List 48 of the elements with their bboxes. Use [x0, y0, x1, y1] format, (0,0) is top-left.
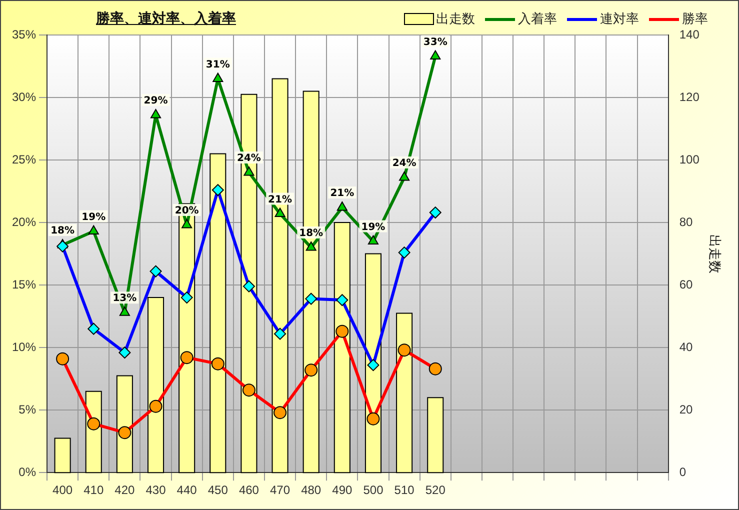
data-label: 24%: [392, 158, 416, 170]
x-tick-label: 420: [114, 483, 136, 498]
data-label: 20%: [174, 206, 199, 217]
legend-label: 出走数: [436, 11, 475, 28]
data-label: 19%: [82, 212, 106, 223]
y-tick-label: 20%: [12, 214, 36, 229]
data-label: 21%: [268, 194, 292, 206]
data-label: 18%: [299, 228, 324, 240]
y-tick-label: 10%: [12, 340, 36, 354]
legend-label: 勝率: [682, 11, 708, 28]
y-tick-label: 30%: [12, 90, 36, 104]
x-tick-label: 510: [394, 483, 415, 498]
y-tick-label: 25%: [12, 152, 36, 166]
x-tick-label: 460: [238, 483, 260, 498]
data-label: 13%: [112, 293, 137, 304]
legend-label: 連対率: [600, 11, 639, 28]
y-tick-label: 5%: [18, 402, 36, 416]
x-tick-label: 500: [363, 483, 384, 498]
y2-tick-label: 80: [679, 214, 694, 229]
y2-tick-label: 100: [679, 152, 700, 166]
y2-tick-label: 20: [679, 402, 694, 416]
chart-title: 勝率、連対率、入着率: [96, 10, 236, 28]
x-tick-label: 400: [52, 483, 73, 498]
x-tick-label: 410: [84, 483, 104, 498]
data-label: 18%: [50, 226, 75, 237]
data-label: 33%: [423, 36, 448, 48]
x-tick-label: 440: [176, 483, 198, 498]
y2-tick-label: 0: [679, 464, 686, 479]
legend-label: 入着率: [518, 11, 557, 28]
x-tick-label: 520: [425, 483, 446, 498]
y-tick-label: 0%: [18, 464, 36, 479]
data-label: 19%: [361, 222, 386, 233]
y2-tick-label: 140: [679, 27, 700, 42]
y-tick-label: 15%: [12, 277, 36, 292]
x-tick-label: 450: [208, 483, 228, 498]
y2-axis-title: 出走数: [708, 234, 723, 274]
x-tick-label: 430: [146, 483, 166, 498]
data-label: 29%: [144, 96, 168, 107]
x-tick-label: 490: [332, 483, 352, 498]
x-tick-label: 470: [270, 483, 290, 498]
data-label: 31%: [206, 59, 230, 70]
data-label: 21%: [330, 188, 354, 200]
y2-tick-label: 40: [679, 340, 694, 354]
y2-tick-label: 120: [679, 90, 700, 104]
data-label: 24%: [236, 153, 261, 164]
x-tick-label: 480: [301, 483, 322, 498]
y2-tick-label: 60: [679, 277, 694, 292]
y-tick-label: 35%: [12, 27, 36, 42]
